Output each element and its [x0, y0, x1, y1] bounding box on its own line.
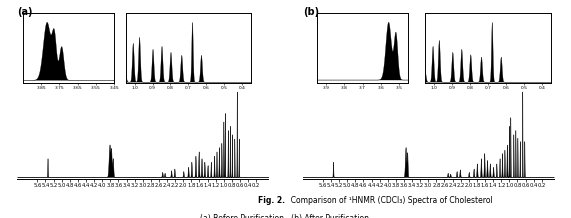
Text: (a) Before Purification.  (b) After Purification.: (a) Before Purification. (b) After Purif… [200, 214, 371, 218]
Text: (a): (a) [17, 7, 33, 17]
Text: (b): (b) [303, 7, 319, 17]
Text: Comparison of ¹HNMR (CDCl₃) Spectra of Cholesterol: Comparison of ¹HNMR (CDCl₃) Spectra of C… [286, 196, 492, 205]
Text: Fig. 2.: Fig. 2. [259, 196, 286, 205]
